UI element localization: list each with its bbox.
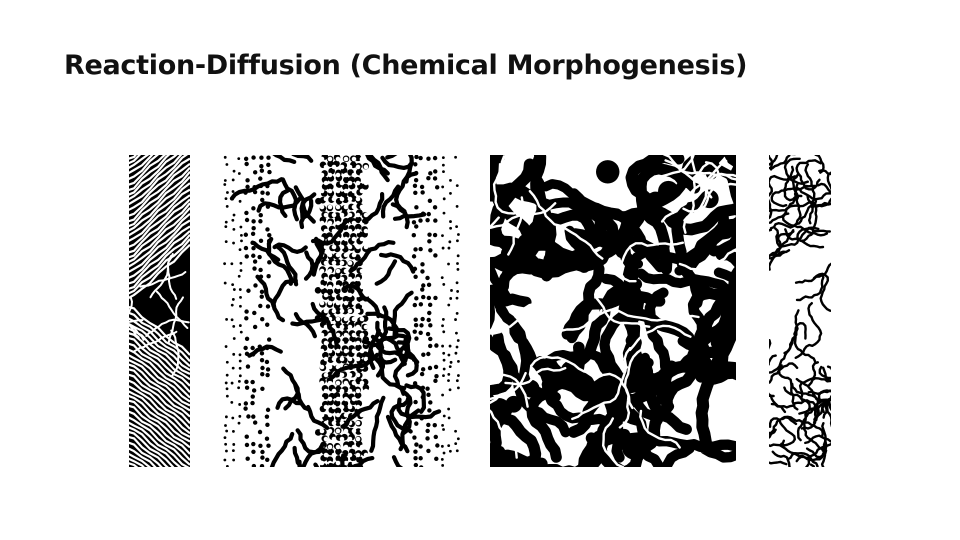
- thick-labyrinth-pattern-panel: [490, 155, 736, 467]
- slide-title: Reaction-Diffusion (Chemical Morphogenes…: [64, 50, 747, 81]
- fine-labyrinth-pattern-image: [769, 155, 831, 467]
- thick-labyrinth-pattern-image: [490, 155, 736, 467]
- fine-labyrinth-pattern-panel: [769, 155, 831, 467]
- spots-gradient-pattern-panel: [223, 155, 462, 467]
- spots-gradient-pattern-image: [223, 155, 462, 467]
- stripes-pattern-panel: [129, 155, 190, 467]
- stripes-pattern-image: [129, 155, 190, 467]
